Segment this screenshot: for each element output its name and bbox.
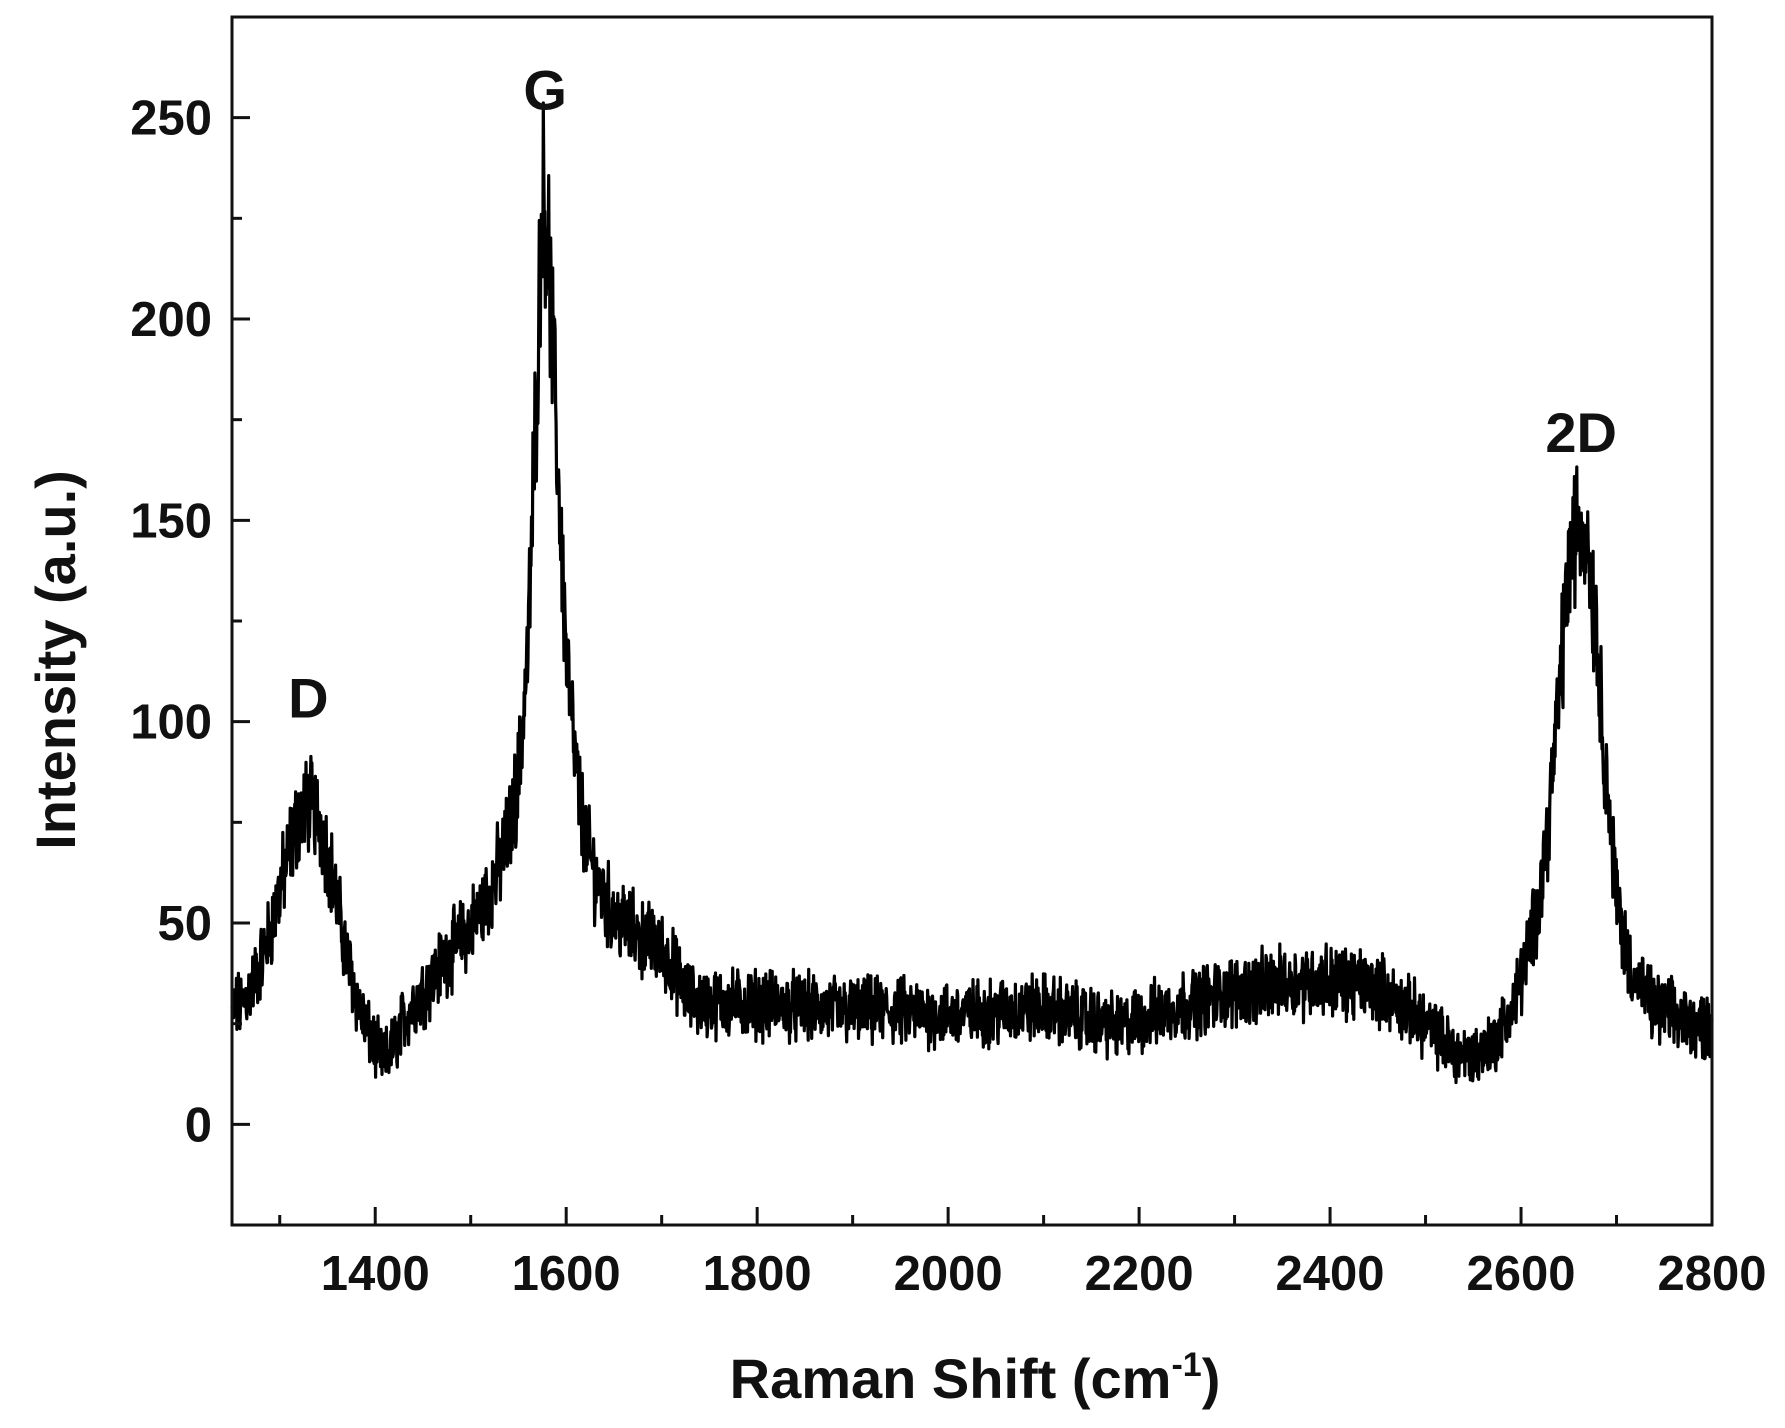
chart-labels: 1400 1600 1800 2000 2200 2400 2600 2800 0 50 100 15… <box>130 59 1766 1301</box>
x-tick-label: 1400 <box>321 1247 430 1301</box>
axes <box>230 15 1714 1227</box>
x-tick-label: 1800 <box>703 1247 812 1301</box>
y-tick-label: 200 <box>130 293 212 347</box>
peak-label-g: G <box>523 59 567 122</box>
y-tick-label: 150 <box>130 494 212 548</box>
x-axis-title-superscript: -1 <box>1171 1346 1201 1384</box>
x-tick-label: 1600 <box>512 1247 621 1301</box>
x-tick-label: 2200 <box>1085 1247 1194 1301</box>
x-tick-label: 2400 <box>1276 1247 1385 1301</box>
y-tick-label: 100 <box>130 696 212 750</box>
peak-label-d: D <box>288 667 328 730</box>
y-tick-label: 250 <box>130 92 212 146</box>
x-tick-label: 2800 <box>1657 1247 1766 1301</box>
peak-label-2d: 2D <box>1545 401 1617 464</box>
x-axis-title-suffix: ) <box>1202 1347 1221 1410</box>
x-tick-label: 2000 <box>894 1247 1003 1301</box>
x-axis-title-main: Raman Shift (cm <box>730 1347 1172 1410</box>
plot-area <box>230 101 1714 1085</box>
y-tick-label: 50 <box>157 897 212 951</box>
x-tick-label: 2600 <box>1467 1247 1576 1301</box>
y-tick-label: 0 <box>185 1098 212 1152</box>
x-axis-title: Raman Shift (cm-1) <box>730 1346 1221 1410</box>
spectrum-series-line <box>230 101 1714 1085</box>
y-axis-title: Intensity (a.u.) <box>24 470 87 850</box>
